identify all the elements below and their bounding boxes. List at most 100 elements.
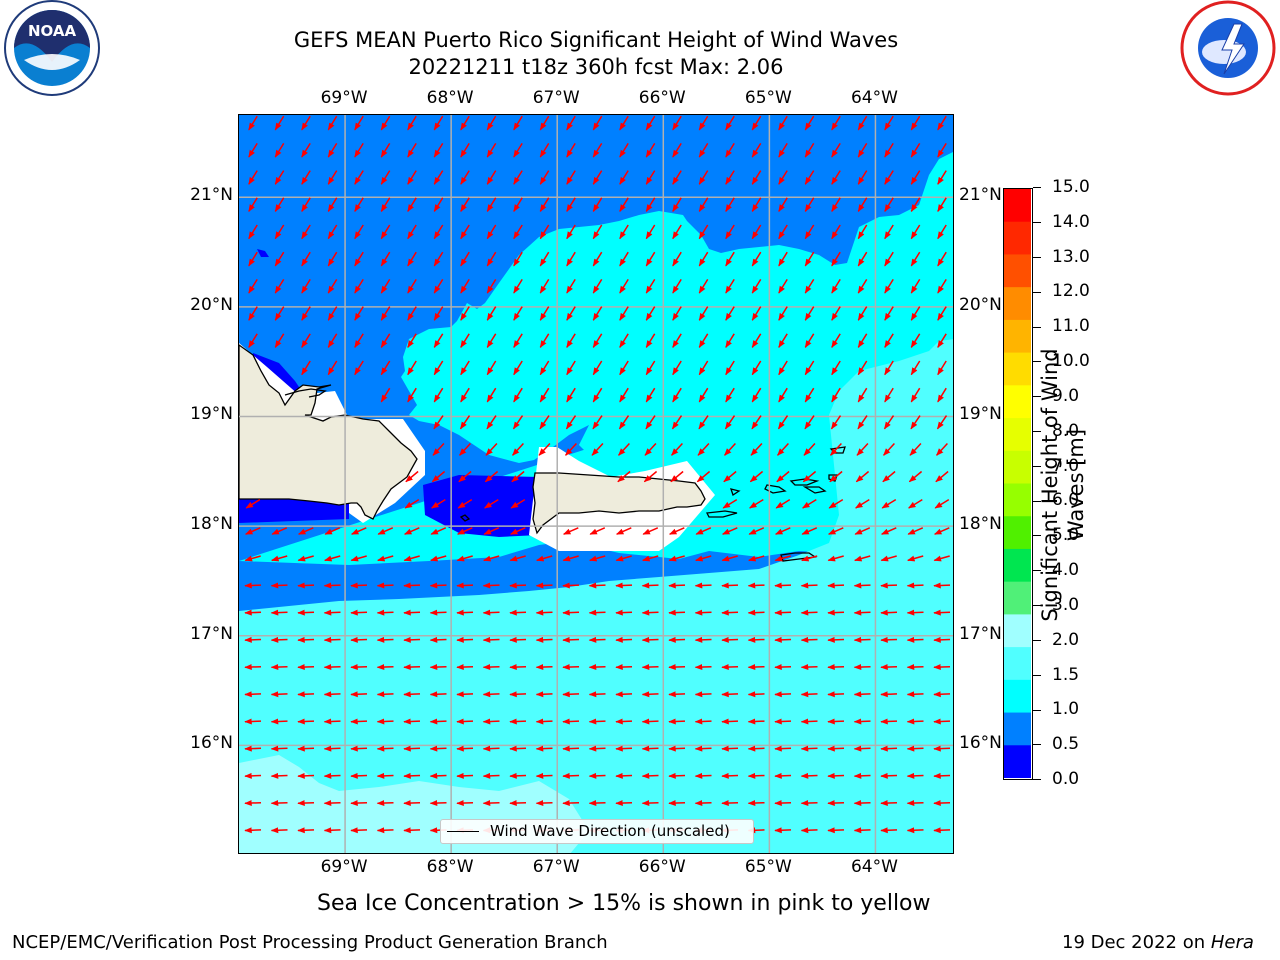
wind-wave-direction-arrow [535,636,553,643]
wind-wave-direction-arrow [906,636,924,643]
colorbar-tick-label: 13.0 [1052,246,1090,267]
wind-wave-direction-arrow [482,691,500,698]
wind-wave-direction-arrow [270,772,288,779]
wind-wave-direction-arrow [297,745,315,752]
wind-wave-direction-arrow [645,224,656,240]
wind-wave-direction-arrow [804,143,815,158]
wind-wave-direction-arrow [588,664,606,671]
wind-wave-direction-arrow [857,143,868,158]
wind-wave-direction-arrow [827,772,845,779]
wind-wave-direction-arrow [592,279,603,294]
wind-wave-direction-arrow [882,470,896,483]
wind-wave-direction-arrow [297,555,314,562]
colorbar-tick-label: 14.0 [1052,211,1090,232]
wind-wave-direction-arrow [831,360,841,376]
wind-wave-direction-arrow [933,691,951,698]
wind-wave-direction-arrow [698,224,709,240]
colorbar-tick-label: 4.0 [1052,560,1080,581]
wind-wave-direction-arrow [270,582,288,589]
wind-wave-direction-arrow [513,279,523,294]
wind-wave-direction-arrow [668,800,686,807]
wind-wave-direction-arrow [774,800,792,807]
latitude-label-right: 16°N [959,733,1002,754]
wind-wave-direction-arrow [694,718,712,725]
wind-wave-direction-arrow [641,718,659,725]
wave-band-0.0-0.5-patch [423,475,539,537]
colorbar-tick-label: 10.0 [1052,351,1090,372]
wind-wave-direction-arrow [827,691,845,698]
wind-wave-direction-arrow [327,360,338,376]
wind-wave-direction-arrow [535,800,553,807]
machine-name: Hera [1210,932,1254,953]
wind-wave-direction-arrow [245,498,261,509]
colorbar-tick-label: 6.0 [1052,490,1080,511]
noaa-logo-text: NOAA [28,22,77,40]
wind-wave-direction-arrow [248,279,258,294]
wind-wave-direction-arrow [671,442,683,456]
latitude-label-right: 17°N [959,623,1002,644]
wind-wave-direction-arrow [376,609,394,616]
colorbar-segment [1004,418,1031,452]
wind-wave-direction-arrow [668,636,686,643]
latitude-label-left: 16°N [190,733,233,754]
wind-wave-direction-arrow [619,170,629,185]
wind-wave-direction-arrow [323,772,341,779]
wind-wave-direction-arrow [933,827,951,834]
wind-wave-direction-arrow [831,333,841,349]
wind-wave-direction-arrow [456,555,473,562]
wind-wave-direction-arrow [830,442,842,456]
wind-wave-direction-arrow [884,360,894,376]
wind-wave-direction-arrow [535,691,553,698]
wind-wave-direction-arrow [482,745,500,752]
wind-wave-direction-arrow [535,745,553,752]
wind-wave-direction-arrow [645,360,656,376]
wind-wave-direction-arrow [539,306,550,321]
wind-wave-direction-arrow [486,360,497,376]
wind-wave-direction-arrow [910,115,921,131]
wind-wave-direction-arrow [694,664,712,671]
wind-wave-direction-arrow [778,333,788,349]
wind-wave-direction-arrow [910,415,921,430]
wind-wave-direction-arrow [589,555,606,562]
wind-wave-direction-arrow [698,387,709,403]
wind-wave-direction-arrow [539,279,550,294]
wind-wave-direction-arrow [509,691,527,698]
wind-wave-direction-arrow [539,251,550,267]
wind-wave-direction-arrow [380,333,391,349]
wind-wave-direction-arrow [297,718,315,725]
wind-wave-direction-arrow [668,664,686,671]
wave-band-1.0-1.5 [239,152,953,565]
wind-wave-direction-arrow [854,555,871,562]
wind-wave-direction-arrow [351,527,367,535]
wind-wave-direction-arrow [350,718,368,725]
wind-wave-direction-arrow [376,745,394,752]
wind-wave-direction-arrow [831,279,841,294]
colorbar-tick-label: 0.5 [1052,734,1080,755]
wind-wave-direction-arrow [380,170,391,185]
wind-wave-direction-arrow [407,387,417,403]
wind-wave-direction-arrow [482,772,500,779]
wind-wave-direction-arrow [883,415,895,430]
wind-wave-direction-arrow [270,636,288,643]
island-outline [802,486,827,494]
wind-wave-direction-arrow [456,582,474,589]
wind-wave-direction-arrow [350,800,368,807]
wind-wave-direction-arrow [668,745,686,752]
wind-wave-direction-arrow [884,170,894,185]
wind-wave-direction-arrow [510,498,526,509]
wind-wave-direction-arrow [880,609,898,616]
wind-wave-direction-arrow [512,415,524,430]
wind-wave-direction-arrow [403,718,421,725]
wind-wave-direction-arrow [539,115,550,131]
wind-wave-direction-arrow [721,718,739,725]
colorbar-tick-label: 1.5 [1052,664,1080,685]
wind-wave-direction-arrow [831,143,841,158]
wind-wave-direction-arrow [456,664,474,671]
wind-wave-direction-arrow [853,636,871,643]
wind-wave-direction-arrow [509,718,527,725]
wind-wave-direction-arrow [907,555,924,562]
wind-wave-direction-arrow [672,251,682,267]
wind-wave-direction-arrow [274,143,285,158]
wind-wave-direction-arrow [407,197,417,213]
wind-wave-direction-arrow [350,582,368,589]
